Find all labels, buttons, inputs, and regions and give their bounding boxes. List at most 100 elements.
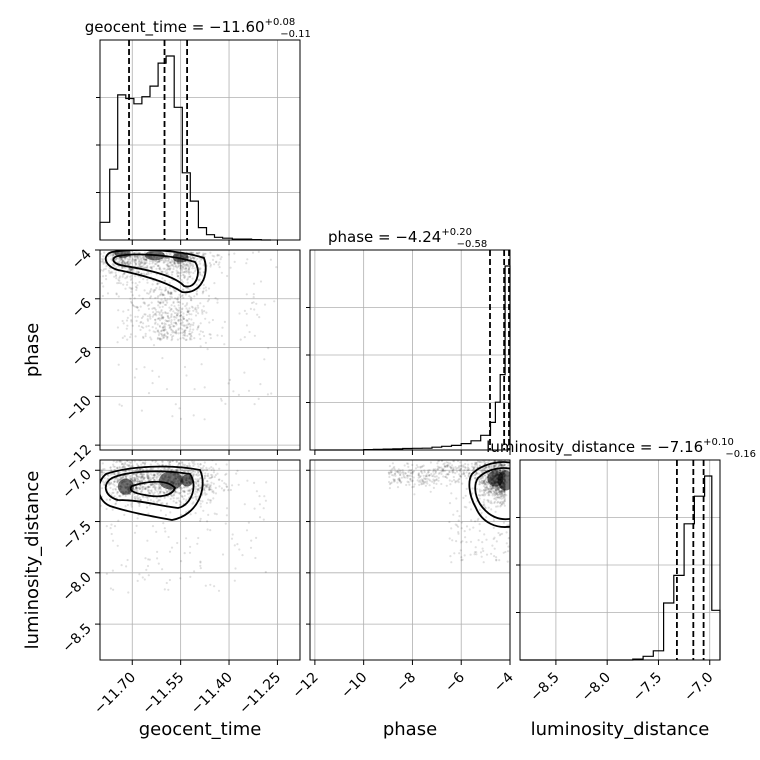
sample-point: [199, 467, 202, 470]
sample-point: [446, 464, 449, 467]
sample-point: [482, 494, 485, 497]
sample-point: [139, 262, 142, 265]
sample-point: [142, 486, 145, 489]
sample-point: [483, 533, 486, 536]
sample-point: [170, 296, 173, 299]
sample-point: [159, 473, 162, 476]
sample-point: [153, 474, 156, 477]
sample-point: [492, 465, 495, 468]
sample-point: [143, 463, 146, 466]
sample-point: [132, 258, 135, 261]
sample-point: [157, 453, 159, 455]
sample-point: [139, 255, 142, 258]
sample-point: [169, 267, 172, 270]
sample-point: [98, 276, 100, 278]
sample-point: [170, 304, 173, 307]
xtick-label-geocent_time: −11.40: [188, 670, 236, 718]
sample-point: [121, 273, 125, 276]
sample-point: [218, 478, 221, 481]
sample-point: [192, 496, 195, 499]
sample-point: [159, 268, 162, 271]
sample-point: [174, 307, 177, 310]
sample-point: [503, 490, 506, 493]
sample-point: [478, 488, 481, 491]
sample-point: [66, 284, 68, 286]
sample-point: [432, 469, 435, 472]
sample-point: [182, 315, 185, 318]
sample-point: [487, 490, 490, 493]
sample-point: [183, 332, 187, 335]
sample-point: [129, 478, 132, 481]
sample-point: [223, 488, 226, 491]
sample-point: [493, 465, 496, 468]
sample-point: [172, 324, 175, 327]
sample-point: [259, 383, 262, 386]
sample-point: [96, 467, 98, 469]
sample-point: [124, 266, 127, 269]
sample-point: [504, 463, 507, 467]
sample-point: [204, 472, 207, 475]
sample-point: [109, 527, 112, 530]
panel-2d-geocent_time-luminosity_distance: [96, 451, 301, 661]
sample-point: [431, 474, 434, 478]
sample-point: [158, 267, 161, 270]
sample-point: [161, 451, 163, 453]
sample-point: [168, 261, 172, 264]
sample-point: [158, 324, 161, 327]
sample-point: [112, 480, 116, 483]
sample-point: [463, 554, 466, 557]
sample-point: [241, 554, 244, 557]
sample-point: [163, 467, 166, 470]
sample-point: [227, 253, 231, 256]
sample-point: [157, 487, 160, 490]
sample-point: [148, 485, 151, 489]
sample-point: [118, 276, 121, 279]
sample-point: [111, 271, 114, 274]
sample-point: [183, 494, 186, 497]
sample-point: [417, 474, 420, 477]
sample-point: [188, 338, 192, 341]
sample-point: [111, 472, 114, 476]
sample-point: [492, 489, 495, 492]
sample-point: [130, 277, 133, 280]
sample-point: [185, 263, 188, 266]
sample-point: [249, 546, 253, 549]
sample-point: [138, 488, 142, 491]
sample-point: [158, 487, 161, 490]
sample-point: [144, 335, 147, 338]
sample-point: [137, 262, 140, 266]
sample-point: [149, 478, 152, 481]
sample-point: [206, 474, 209, 477]
sample-point: [165, 581, 168, 585]
sample-point: [116, 466, 119, 469]
sample-point: [468, 472, 471, 475]
sample-point: [130, 268, 133, 271]
sample-point: [144, 487, 147, 490]
sample-point: [132, 268, 135, 271]
sample-point: [153, 491, 156, 494]
sample-point: [105, 507, 108, 511]
sample-point: [181, 324, 184, 327]
sample-point: [156, 282, 159, 286]
sample-point: [493, 490, 496, 493]
sample-point: [163, 279, 166, 282]
sample-point: [181, 495, 184, 498]
sample-point: [434, 472, 437, 475]
sample-point: [398, 480, 401, 483]
sample-point: [160, 330, 163, 333]
sample-point: [131, 303, 135, 307]
sample-point: [500, 491, 503, 494]
sample-point: [467, 472, 470, 475]
sample-point: [199, 502, 202, 505]
sample-point: [121, 476, 124, 479]
sample-point: [484, 479, 487, 482]
sample-point: [106, 478, 109, 481]
sample-point: [492, 526, 495, 530]
sample-point: [452, 460, 456, 463]
sample-point: [206, 484, 209, 487]
sample-point: [216, 298, 219, 301]
sample-point: [446, 472, 449, 476]
sample-point: [225, 507, 229, 510]
sample-point: [128, 269, 131, 272]
sample-point: [170, 273, 174, 276]
